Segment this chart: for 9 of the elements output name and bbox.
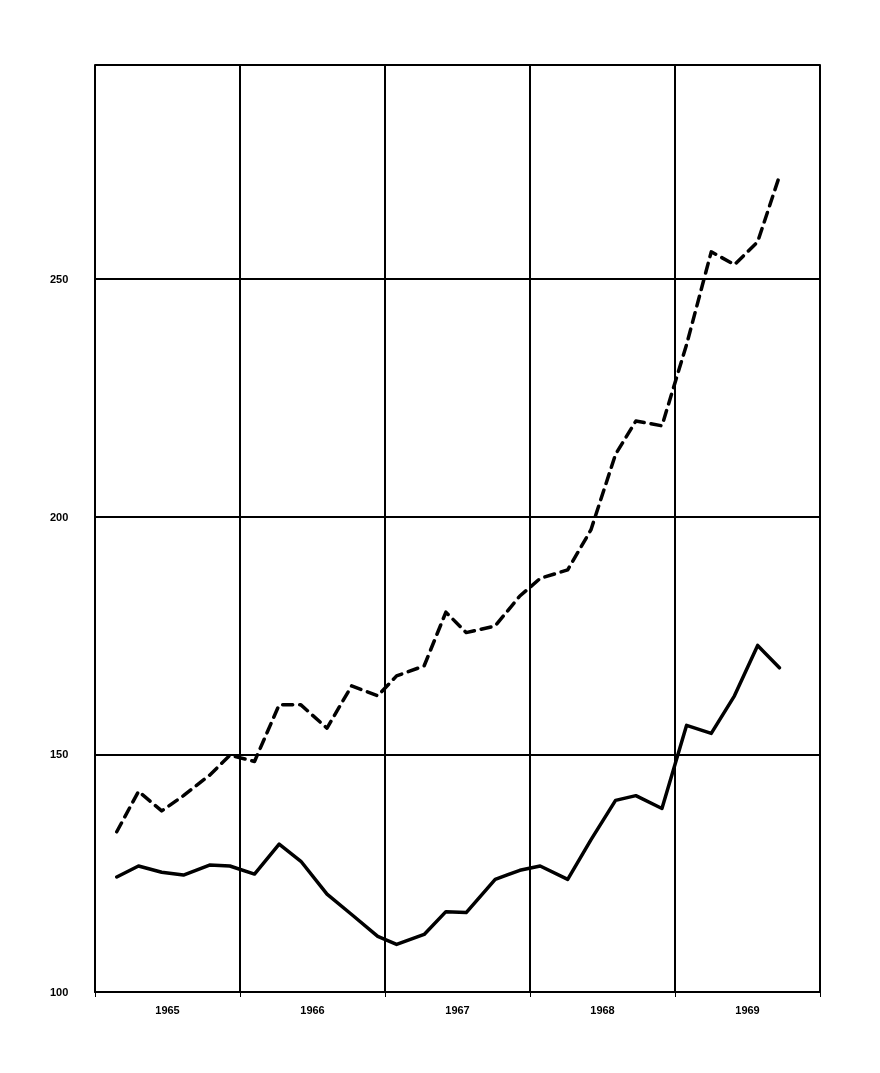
x-tick-label: 1968 bbox=[590, 1003, 615, 1016]
y-tick-label: 150 bbox=[50, 748, 69, 761]
y-tick-label: 100 bbox=[50, 986, 69, 998]
y-tick-label: 200 bbox=[50, 510, 69, 523]
x-tick-label: 1967 bbox=[445, 1003, 470, 1016]
y-tick-label: 250 bbox=[50, 272, 69, 285]
x-tick-label: 1969 bbox=[735, 1003, 760, 1016]
x-tick-label: 1965 bbox=[155, 1003, 180, 1016]
x-tick-label: 1966 bbox=[300, 1003, 325, 1016]
